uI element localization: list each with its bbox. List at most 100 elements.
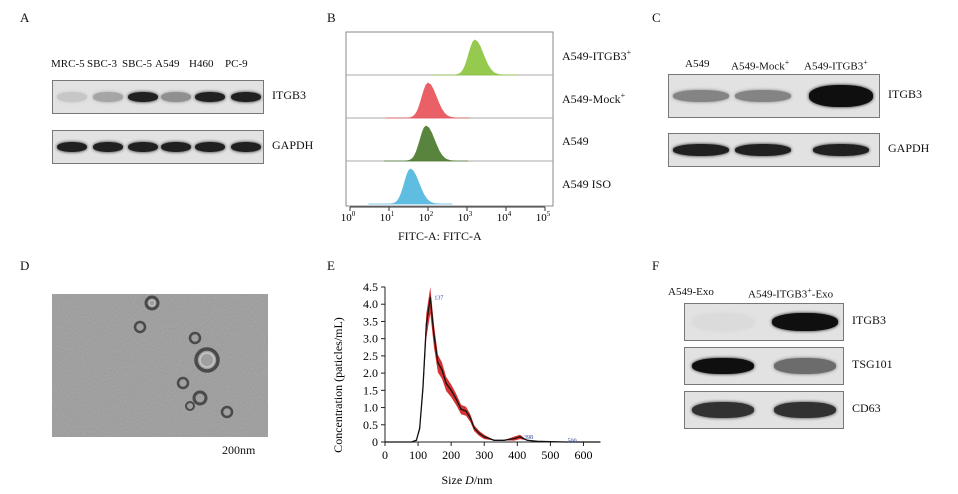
blot-band [809,85,873,107]
blot-band [772,313,838,331]
nta-size-distribution-chart: 0 100 200 300 400 500 600 0 0.5 1.0 1.5 2.0 2.5 3.0 3.… [331,280,601,487]
lane-label: H460 [189,58,214,70]
nta-data-point [478,432,480,434]
blot-target-label: CD63 [852,401,881,415]
blot-band [673,90,729,102]
blot-band [673,144,729,156]
blot-band [57,142,87,152]
blot-band [813,144,869,156]
nta-ytick-label: 4.0 [363,297,378,311]
flow-xlabel: FITC-A: FITC-A [398,229,482,243]
flow-track-label: A549-Mock+ [562,90,626,106]
blot-band [774,358,836,374]
nta-xlabel: Size D/nm [441,473,493,487]
lane-label: A549-ITGB3+-Exo [748,286,834,301]
panel-e-label: E [327,258,335,273]
nta-data-point [582,441,585,443]
flow-cytometry-histograms: 100 101 102 103 104 105 [341,31,554,224]
nta-data-point [536,440,538,442]
nta-data-point [566,441,568,443]
tem-exosome-image [52,294,268,437]
nta-ytick-label: 0 [372,435,378,449]
lane-label: A549-Exo [668,286,714,298]
blot-strip [684,347,844,385]
nta-ytick-label: 3.5 [363,314,378,328]
tem-scale-label: 200nm [222,443,256,457]
lane-label: A549 [685,58,710,70]
flow-track-label: A549 [562,133,589,148]
blot-band [128,142,158,152]
nta-data-point [437,362,439,364]
lane-label: A549 [155,58,180,70]
lane-label: MRC-5 [51,58,85,70]
nta-ytick-label: 4.5 [363,280,378,294]
blot-target-label: TSG101 [852,357,893,371]
nta-ytick-label: 0.5 [363,418,378,432]
blot-strip [684,303,844,341]
flow-tick-label: 100 [341,210,356,224]
panel-d-label: D [20,258,30,273]
blot-band [195,142,225,152]
nta-data-point [483,436,485,438]
nta-xtick-label: 200 [442,448,460,462]
nta-data-point [503,439,505,441]
blot-band [195,92,225,102]
blot-target-label: ITGB3 [272,88,306,102]
nta-xtick-label: 400 [508,448,526,462]
flow-track-label: A549 ISO [562,176,612,191]
nta-ytick-label: 2.0 [363,366,378,380]
flow-tick-label: 103 [458,210,473,224]
blot-strip [668,74,880,118]
flow-tick-label: 101 [380,210,395,224]
blot-strip [52,130,264,164]
nta-data-point [445,382,447,385]
nta-ytick-label: 1.0 [363,401,378,415]
nta-data-point [599,441,601,443]
flow-track-label: A549-ITGB3+ [562,47,632,63]
lane-label: SBC-3 [87,58,117,70]
flow-tick-label: 105 [536,210,551,224]
nta-xtick-label: 0 [382,448,388,462]
nta-mean-line [385,297,600,443]
lane-label: PC-9 [225,58,248,70]
blot-band [735,90,791,102]
nta-peak-annotation: 398 [524,435,533,441]
nta-data-point [526,439,528,441]
nta-data-point [460,408,462,410]
flow-histogram [384,125,469,162]
nta-xtick-label: 100 [409,448,427,462]
nta-data-point [425,324,427,326]
blot-strip [52,80,264,114]
panel-b-label: B [327,10,336,25]
nta-data-point [465,410,467,412]
lane-label: A549-ITGB3+ [804,58,868,73]
nta-data-point [433,334,435,336]
flow-histogram [432,39,517,76]
blot-band [161,92,191,102]
blot-band [231,142,261,152]
nta-ylabel: Concentration (paticles/mL) [331,317,345,453]
nta-xtick-label: 300 [475,448,493,462]
nta-data-point [549,441,551,443]
flow-histogram [368,168,453,205]
blot-band [57,92,87,102]
nta-peak-annotation: 500 [568,438,577,444]
nta-data-point [493,439,495,441]
panel-f-label: F [652,258,660,273]
blot-band [735,144,791,156]
nta-data-point [419,427,421,429]
nta-ytick-label: 2.5 [363,349,378,363]
nta-data-point [473,427,475,429]
nta-data-point [513,437,515,440]
nta-data-point [415,439,418,441]
nta-data-point [469,417,471,419]
flow-tick-label: 104 [497,210,512,224]
lane-label: SBC-5 [122,58,152,70]
blot-band [692,313,754,331]
nta-error-band [385,287,600,442]
blot-strip [668,133,880,167]
nta-data-point [455,398,457,400]
blot-band [692,358,754,374]
nta-peak-annotation: 137 [434,295,443,301]
blot-strip [684,391,844,429]
